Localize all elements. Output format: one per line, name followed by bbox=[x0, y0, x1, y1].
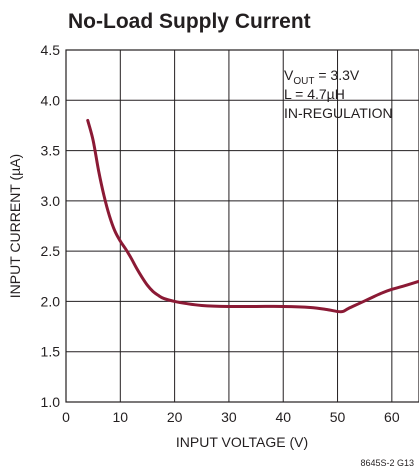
x-tick-label: 30 bbox=[221, 409, 237, 425]
series-group bbox=[86, 118, 419, 314]
x-axis-label: INPUT VOLTAGE (V) bbox=[176, 434, 308, 450]
annotation-vout: VOUT = 3.3V bbox=[284, 67, 360, 87]
y-tick-label: 1.5 bbox=[41, 344, 61, 360]
series-line bbox=[86, 118, 419, 314]
y-tick-label: 3.5 bbox=[41, 143, 61, 159]
y-tick-labels: 1.0 1.5 2.0 2.5 3.0 3.5 4.0 4.5 bbox=[41, 42, 61, 410]
x-tick-label: 0 bbox=[62, 409, 70, 425]
y-tick-label: 2.0 bbox=[41, 293, 61, 309]
y-tick-label: 4.5 bbox=[41, 42, 61, 58]
figure-code: 8645S-2 G13 bbox=[360, 458, 414, 468]
x-tick-label: 40 bbox=[275, 409, 291, 425]
annotation-inductance: L = 4.7µH bbox=[284, 86, 345, 102]
plot-frame bbox=[65, 49, 419, 403]
x-tick-label: 60 bbox=[384, 409, 400, 425]
annotation-regulation: IN-REGULATION bbox=[284, 105, 393, 121]
annotation-block: VOUT = 3.3V L = 4.7µH IN-REGULATION bbox=[284, 67, 393, 121]
y-tick-label: 1.0 bbox=[41, 394, 61, 410]
x-tick-label: 50 bbox=[330, 409, 346, 425]
chart-title: No-Load Supply Current bbox=[68, 10, 311, 33]
x-tick-label: 10 bbox=[113, 409, 129, 425]
x-tick-labels: 0 10 20 30 40 50 60 bbox=[62, 409, 400, 425]
y-axis-label: INPUT CURRENT (µA) bbox=[7, 154, 23, 298]
x-tick-label: 20 bbox=[167, 409, 183, 425]
y-tick-label: 3.0 bbox=[41, 193, 61, 209]
y-tick-label: 4.0 bbox=[41, 92, 61, 108]
gridlines bbox=[66, 50, 419, 402]
y-tick-label: 2.5 bbox=[41, 243, 61, 259]
